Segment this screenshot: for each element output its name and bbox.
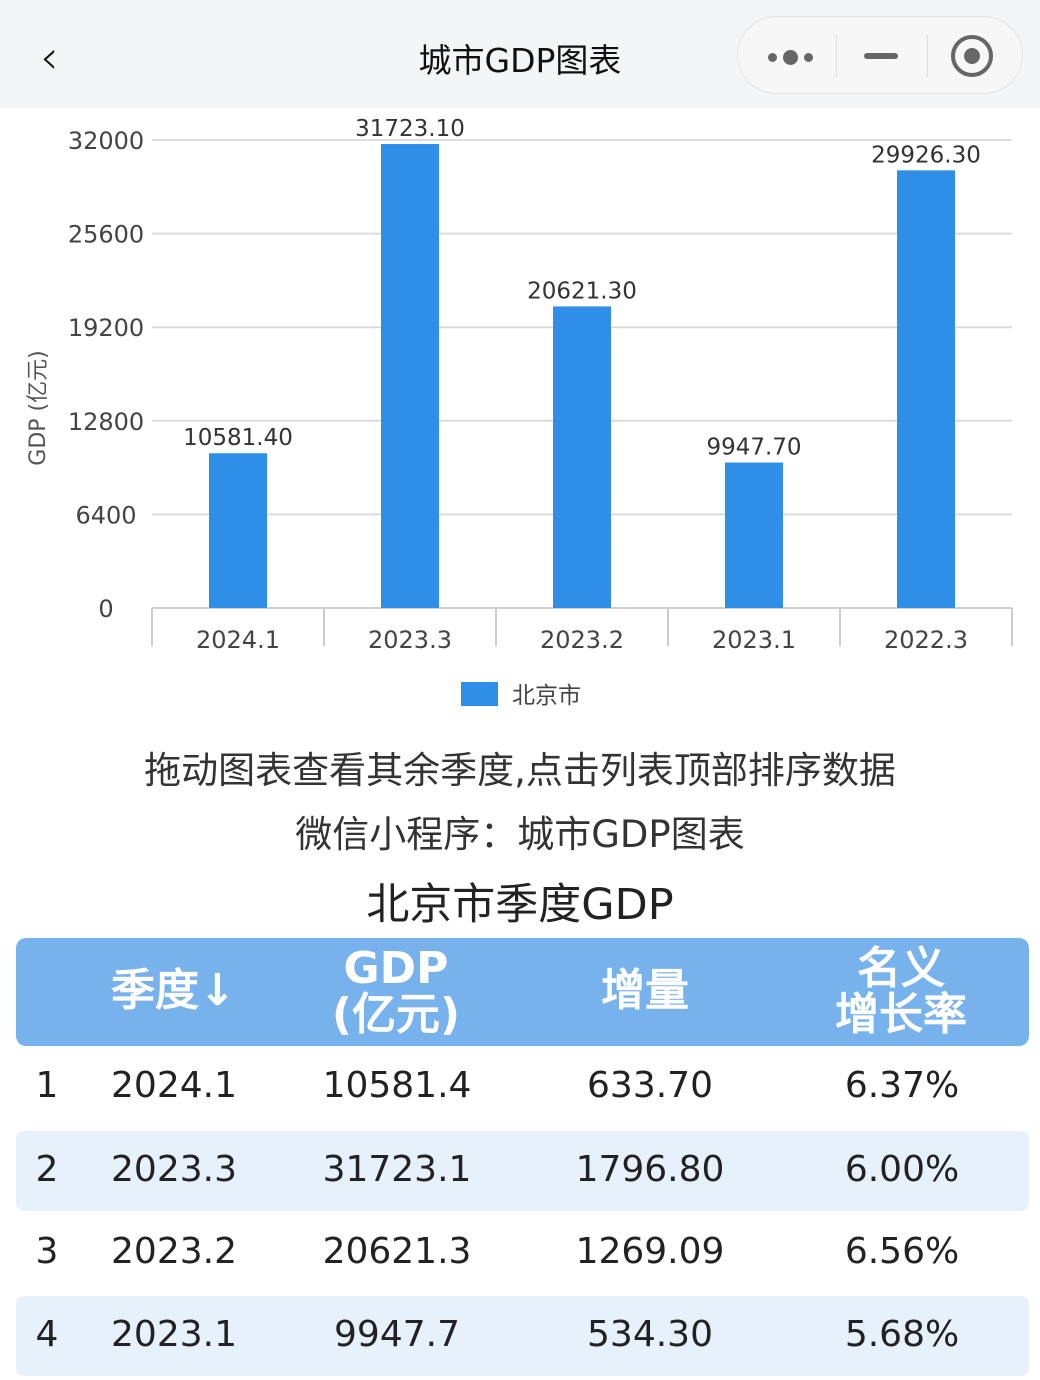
capsule-menu	[737, 16, 1023, 94]
header-season[interactable]: 季度↓	[111, 965, 236, 1016]
y-tick-label: 6400	[75, 501, 136, 529]
row-increment: 633.70	[587, 1065, 713, 1106]
row-index: 4	[35, 1314, 59, 1355]
row-increment: 1796.80	[575, 1149, 725, 1190]
y-tick-label: 0	[98, 595, 113, 623]
row-index: 1	[35, 1065, 59, 1106]
data-label: 9947.70	[706, 435, 801, 461]
page-title: 城市GDP图表	[418, 41, 622, 80]
row-increment: 1269.09	[575, 1231, 725, 1272]
row-gdp: 10581.4	[322, 1065, 472, 1106]
chevron-left-icon[interactable]: ‹	[40, 30, 59, 84]
table-title: 北京市季度GDP	[366, 880, 674, 930]
header-rate-line1: 名义	[857, 943, 945, 994]
header-growth-rate[interactable]: 名义 增长率	[826, 946, 976, 1038]
row-index: 2	[35, 1149, 59, 1190]
x-tick-label: 2022.3	[884, 626, 968, 654]
bar[interactable]	[553, 306, 611, 608]
table-header: 季度↓ GDP (亿元) 增量 名义 增长率	[16, 938, 1029, 1046]
header-gdp[interactable]: GDP (亿元)	[316, 946, 476, 1038]
header-increment[interactable]: 增量	[601, 965, 689, 1016]
data-label: 10581.40	[183, 425, 293, 451]
y-axis-label: GDP (亿元)	[26, 350, 51, 465]
legend-swatch[interactable]	[461, 682, 498, 706]
hint-text: 拖动图表查看其余季度,点击列表顶部排序数据	[144, 749, 896, 792]
y-tick-label: 32000	[68, 127, 144, 155]
row-season: 2024.1	[111, 1065, 237, 1106]
minus-icon[interactable]	[864, 53, 898, 59]
bar[interactable]	[381, 144, 439, 608]
x-tick-label: 2023.3	[368, 626, 452, 654]
legend-label[interactable]: 北京市	[512, 683, 581, 709]
bar[interactable]	[725, 462, 783, 608]
row-gdp: 9947.7	[334, 1314, 460, 1355]
table-row[interactable]: 1 2024.1 10581.4 633.70 6.37%	[16, 1047, 1029, 1127]
more-dots-icon[interactable]	[768, 50, 813, 65]
header-rate-line2: 增长率	[835, 989, 967, 1040]
row-season: 2023.2	[111, 1231, 237, 1272]
y-tick-label: 12800	[68, 408, 144, 436]
row-growth-rate: 6.00%	[844, 1149, 960, 1190]
y-tick-label: 25600	[68, 221, 144, 249]
x-tick-label: 2023.1	[712, 626, 796, 654]
nav-bar: ‹ 城市GDP图表	[0, 0, 1040, 108]
bar-chart[interactable]: 0 6400 12800 19200 25600 32000 GDP (亿元) 10581.4…	[0, 108, 1040, 828]
row-gdp: 20621.3	[322, 1231, 472, 1272]
row-increment: 534.30	[587, 1314, 713, 1355]
table-row[interactable]: 2 2023.3 31723.1 1796.80 6.00%	[16, 1131, 1029, 1211]
bar[interactable]	[897, 170, 955, 608]
row-growth-rate: 5.68%	[844, 1314, 960, 1355]
row-growth-rate: 6.56%	[844, 1231, 960, 1272]
bar[interactable]	[209, 453, 267, 608]
data-label: 20621.30	[527, 278, 637, 304]
mini-program-text: 微信小程序：城市GDP图表	[295, 813, 745, 856]
y-tick-label: 19200	[68, 314, 144, 342]
target-circle-icon[interactable]	[951, 35, 993, 77]
row-season: 2023.1	[111, 1314, 237, 1355]
divider	[927, 35, 928, 77]
row-season: 2023.3	[111, 1149, 237, 1190]
divider	[836, 35, 837, 77]
data-label: 31723.10	[355, 116, 465, 142]
table-row[interactable]: 4 2023.1 9947.7 534.30 5.68%	[16, 1296, 1029, 1376]
data-label: 29926.30	[871, 142, 981, 168]
row-growth-rate: 6.37%	[844, 1065, 960, 1106]
x-tick-label: 2024.1	[196, 626, 280, 654]
header-gdp-line2: (亿元)	[331, 989, 461, 1040]
row-index: 3	[35, 1231, 59, 1272]
x-tick-label: 2023.2	[540, 626, 624, 654]
table-row[interactable]: 3 2023.2 20621.3 1269.09 6.56%	[16, 1213, 1029, 1293]
header-gdp-line1: GDP	[343, 943, 449, 994]
row-gdp: 31723.1	[322, 1149, 472, 1190]
